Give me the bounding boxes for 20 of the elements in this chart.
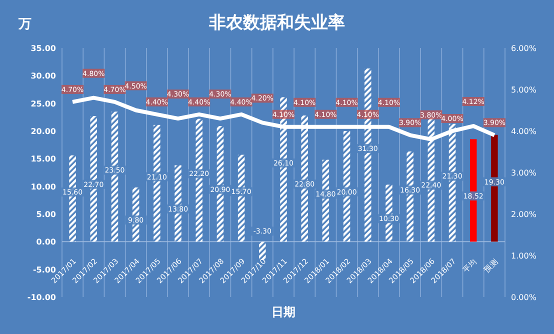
y2-tick-label: 5.00% <box>511 86 537 94</box>
y-tick-label: -10.00 <box>27 293 56 302</box>
y-tick-label: 35.00 <box>30 44 56 53</box>
y2-tick-label: 4.00% <box>511 127 537 136</box>
y-tick-label: 15.00 <box>30 154 56 164</box>
y-tick-label: 0.00 <box>36 238 56 247</box>
y-tick-label: 5.00 <box>36 210 56 219</box>
y-tick-label: 20.00 <box>30 127 56 136</box>
bar <box>259 242 266 260</box>
y2-tick-label: 0.00% <box>511 293 537 302</box>
y-axis-title: 万 <box>18 17 32 32</box>
y2-tick-label: 6.00% <box>511 44 537 53</box>
y2-tick-label: 2.00% <box>511 210 537 219</box>
x-axis-title: 日期 <box>272 305 296 319</box>
y-tick-label: 10.00 <box>30 182 56 192</box>
chart-title: 非农数据和失业率 <box>208 13 345 33</box>
y2-tick-label: 1.00% <box>511 252 537 260</box>
y2-tick-label: 3.00% <box>511 168 537 178</box>
y-tick-label: 30.00 <box>30 72 56 81</box>
y-tick-label: 25.00 <box>30 99 56 108</box>
